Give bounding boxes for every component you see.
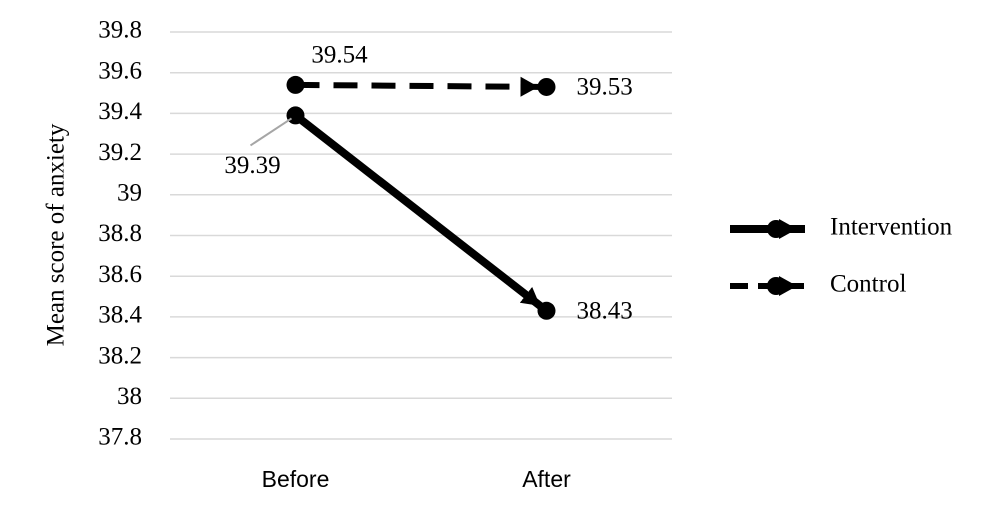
legend-item: Control (730, 271, 906, 298)
y-tick-label: 39.2 (98, 139, 142, 166)
point-marker (537, 77, 556, 96)
y-tick-label: 38.8 (98, 220, 142, 247)
legend-label: Intervention (830, 214, 953, 241)
y-tick-label: 38.4 (98, 302, 142, 329)
y-tick-label: 39 (117, 180, 142, 207)
data-label: 39.54 (311, 42, 368, 69)
y-tick-label: 38 (117, 383, 142, 410)
x-tick-label: Before (262, 466, 330, 492)
point-marker (286, 106, 305, 125)
y-tick-label: 37.8 (98, 424, 142, 451)
data-label: 39.53 (577, 74, 633, 101)
legend-marker (767, 277, 785, 295)
point-marker (286, 75, 305, 94)
legend-label: Control (830, 271, 906, 298)
legend-marker (767, 220, 785, 238)
leader-line (249, 117, 293, 147)
y-tick-label: 39.6 (98, 57, 142, 84)
data-label: 38.43 (577, 298, 633, 325)
y-tick-label: 39.8 (98, 17, 142, 44)
data-label: 39.39 (224, 152, 280, 179)
y-axis-title: Mean score of anxiety (43, 123, 70, 346)
x-tick-label: After (522, 466, 571, 492)
y-tick-label: 39.4 (98, 98, 142, 125)
series-line (295, 76, 547, 97)
y-tick-label: 38.2 (98, 342, 142, 369)
y-tick-label: 38.6 (98, 261, 142, 288)
point-marker (537, 301, 556, 320)
series-line (293, 112, 549, 314)
legend-item: Intervention (730, 214, 953, 241)
